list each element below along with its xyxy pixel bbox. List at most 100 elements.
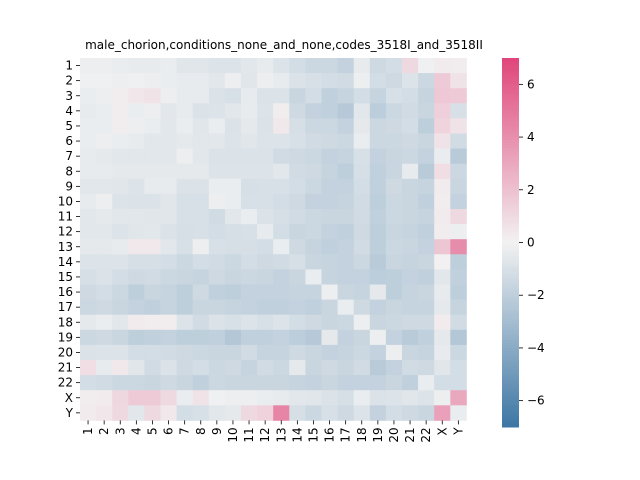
heatmap-cell bbox=[385, 73, 403, 89]
heatmap-cell bbox=[434, 390, 451, 406]
colorbar-segment bbox=[502, 361, 519, 365]
heatmap-cell bbox=[96, 163, 113, 180]
heatmap-cell bbox=[176, 314, 194, 331]
heatmap-cell bbox=[369, 390, 387, 406]
heatmap-cell bbox=[402, 193, 419, 210]
heatmap-cell bbox=[402, 209, 419, 225]
heatmap-cell bbox=[289, 88, 306, 104]
heatmap-cell bbox=[369, 209, 387, 225]
heatmap-cell bbox=[80, 178, 97, 195]
heatmap-cell bbox=[160, 344, 177, 361]
colorbar-segment bbox=[502, 353, 519, 357]
heatmap-cell bbox=[80, 254, 97, 270]
colorbar-segment bbox=[502, 73, 519, 77]
heatmap-cell bbox=[192, 344, 210, 361]
heatmap-cell bbox=[418, 133, 435, 149]
heatmap-cell bbox=[112, 193, 129, 210]
heatmap-cell bbox=[289, 118, 306, 134]
colorbar-segment bbox=[502, 100, 519, 104]
heatmap-cell bbox=[353, 133, 371, 149]
heatmap-cell bbox=[434, 239, 451, 255]
heatmap-cell bbox=[176, 375, 194, 391]
heatmap-cell bbox=[273, 163, 290, 180]
heatmap-cell bbox=[112, 329, 129, 346]
heatmap-cell bbox=[450, 58, 467, 74]
heatmap-cell bbox=[128, 73, 145, 89]
heatmap-cell bbox=[224, 58, 242, 74]
heatmap-cell bbox=[337, 163, 355, 180]
heatmap-cell bbox=[434, 344, 451, 361]
heatmap-cell bbox=[96, 193, 113, 210]
heatmap-cell bbox=[224, 193, 242, 210]
colorbar-segment bbox=[502, 419, 519, 423]
heatmap-cell bbox=[144, 314, 161, 331]
heatmap-cell bbox=[144, 163, 161, 180]
heatmap-cell bbox=[257, 148, 274, 165]
heatmap-cell bbox=[241, 360, 258, 376]
heatmap-cell bbox=[224, 344, 242, 361]
heatmap-cell bbox=[385, 269, 403, 285]
heatmap-cell bbox=[96, 284, 113, 300]
heatmap-cell bbox=[289, 405, 306, 421]
heatmap-cell bbox=[305, 58, 322, 74]
colorbar-segment bbox=[502, 68, 519, 72]
y-tick-label: 3 bbox=[65, 89, 73, 103]
y-tick-label: 18 bbox=[58, 315, 73, 329]
heatmap-cell bbox=[402, 390, 419, 406]
heatmap-cell bbox=[257, 375, 274, 391]
heatmap-cell bbox=[257, 103, 274, 119]
heatmap-cell bbox=[241, 58, 258, 74]
heatmap-cell bbox=[241, 390, 258, 406]
heatmap-cell bbox=[450, 103, 467, 119]
heatmap-cell bbox=[224, 73, 242, 89]
heatmap-cell bbox=[402, 299, 419, 316]
heatmap-cell bbox=[192, 390, 210, 406]
heatmap-cell bbox=[112, 73, 129, 89]
heatmap-cell bbox=[257, 209, 274, 225]
colorbar-segment bbox=[502, 340, 519, 344]
colorbar-segment bbox=[502, 224, 519, 228]
colorbar-segment bbox=[502, 131, 519, 135]
heatmap-cell bbox=[80, 329, 97, 346]
heatmap-cell bbox=[160, 209, 177, 225]
heatmap-cell bbox=[112, 103, 129, 119]
heatmap-cell bbox=[418, 405, 435, 421]
heatmap-cell bbox=[96, 344, 113, 361]
heatmap-cell bbox=[144, 329, 161, 346]
colorbar-segment bbox=[502, 255, 519, 259]
heatmap-cell bbox=[305, 88, 322, 104]
heatmap-cell bbox=[96, 299, 113, 316]
heatmap-cell bbox=[176, 254, 194, 270]
heatmap-cell bbox=[224, 209, 242, 225]
x-tick-label: 13 bbox=[274, 427, 288, 442]
heatmap-cell bbox=[257, 314, 274, 331]
heatmap-cell bbox=[385, 118, 403, 134]
heatmap-cell bbox=[289, 329, 306, 346]
y-tick-label: 2 bbox=[65, 74, 73, 88]
heatmap-cell bbox=[353, 360, 371, 376]
heatmap-cell bbox=[337, 390, 355, 406]
colorbar-segment bbox=[502, 202, 519, 207]
heatmap-cell bbox=[144, 209, 161, 225]
colorbar-segment bbox=[502, 300, 519, 304]
heatmap-cell bbox=[273, 360, 290, 376]
heatmap-cell bbox=[305, 314, 322, 331]
heatmap-cell bbox=[192, 375, 210, 391]
heatmap-cell bbox=[241, 103, 258, 119]
colorbar-segment bbox=[502, 137, 519, 141]
heatmap-cell bbox=[418, 375, 435, 391]
heatmap-cell bbox=[192, 118, 210, 134]
heatmap-cell bbox=[80, 269, 97, 285]
heatmap-cell bbox=[402, 163, 419, 180]
colorbar-segment bbox=[502, 126, 519, 130]
heatmap-cell bbox=[305, 284, 322, 300]
heatmap-cell bbox=[96, 103, 113, 119]
colorbar-segment bbox=[502, 411, 519, 415]
colorbar-segment bbox=[502, 189, 519, 193]
heatmap-cell bbox=[289, 58, 306, 74]
heatmap-cell bbox=[273, 58, 290, 74]
colorbar-segment bbox=[502, 231, 519, 236]
heatmap-cell bbox=[192, 329, 210, 346]
heatmap-cell bbox=[160, 58, 177, 74]
heatmap-cell bbox=[160, 224, 177, 240]
